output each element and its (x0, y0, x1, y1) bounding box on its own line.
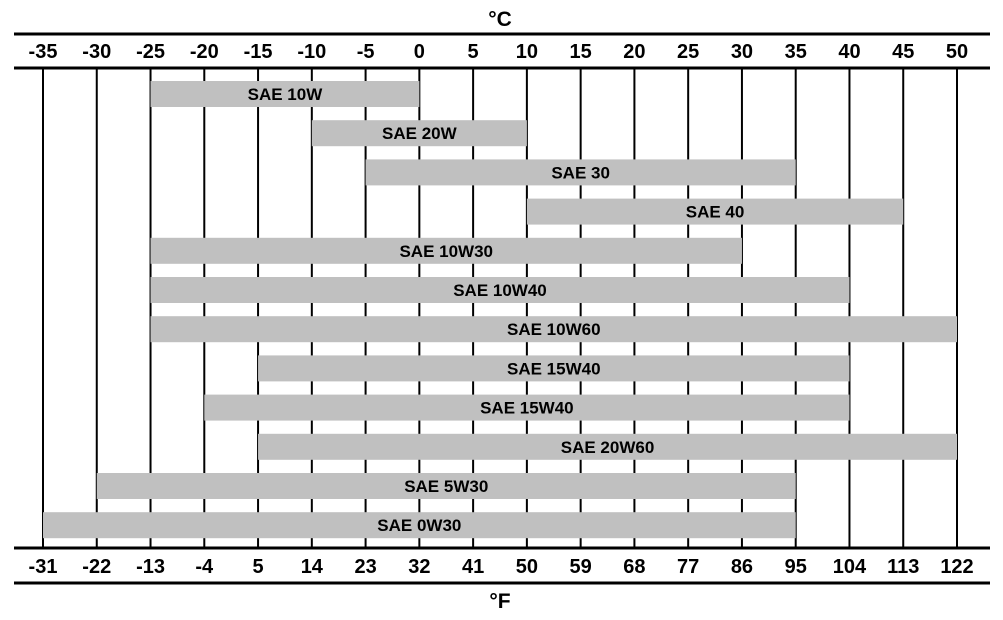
fahrenheit-tick-label: 23 (354, 556, 376, 578)
celsius-tick-label: 40 (838, 41, 860, 63)
celsius-tick-label: -20 (190, 41, 219, 63)
celsius-tick-label: 20 (623, 41, 645, 63)
celsius-axis-label: °C (488, 8, 512, 31)
fahrenheit-tick-label: 5 (252, 556, 263, 578)
fahrenheit-tick-label: 86 (731, 556, 753, 578)
celsius-tick-label: -35 (29, 41, 58, 63)
celsius-tick-label: 30 (731, 41, 753, 63)
celsius-tick-label: -5 (357, 41, 375, 63)
celsius-tick-label: 15 (570, 41, 592, 63)
celsius-tick-label: -10 (297, 41, 326, 63)
bar-label: SAE 20W (382, 124, 458, 143)
bar-label: SAE 10W60 (507, 320, 601, 339)
range-bar (204, 394, 850, 421)
fahrenheit-tick-label: 59 (570, 556, 592, 578)
bar-label: SAE 30 (551, 163, 610, 182)
celsius-tick-label: 10 (516, 41, 538, 63)
fahrenheit-tick-label: -31 (29, 556, 58, 578)
range-bar (150, 81, 420, 107)
celsius-tick-label: 25 (677, 41, 699, 63)
range-bar (258, 433, 957, 460)
range-bar (150, 277, 850, 303)
celsius-tick-label: 45 (892, 41, 914, 63)
bar-label: SAE 10W (248, 85, 324, 104)
bar-label: SAE 10W30 (399, 242, 493, 261)
fahrenheit-tick-label: -13 (136, 556, 165, 578)
celsius-tick-label: -25 (136, 41, 165, 63)
bars: SAE 10W SAE 20W SAE 30 SAE 40 SAE 10W30 SAE 1… (43, 81, 957, 539)
fahrenheit-tick-label: 113 (887, 556, 919, 578)
bar-label: SAE 20W60 (561, 438, 655, 457)
fahrenheit-tick-label: 77 (677, 556, 699, 578)
bar-label: SAE 15W40 (480, 399, 574, 418)
fahrenheit-tick-label: 68 (623, 556, 645, 578)
fahrenheit-tick-label: 104 (833, 556, 867, 578)
fahrenheit-tick-label: 14 (301, 556, 324, 578)
fahrenheit-tick-label: 122 (940, 556, 973, 578)
celsius-tick-label: 35 (785, 41, 807, 63)
bar-label: SAE 5W30 (404, 477, 488, 496)
bar-label: SAE 40 (686, 203, 745, 222)
fahrenheit-tick-label: 32 (408, 556, 430, 578)
fahrenheit-tick-label: -22 (82, 556, 111, 578)
range-bar (150, 316, 957, 343)
celsius-tick-label: 50 (946, 41, 968, 63)
celsius-tick-label: -15 (244, 41, 273, 63)
range-bar (43, 512, 796, 539)
tick-labels: -35 -31 -30 -22 -25 -13 -20 -4 -15 5 -10 14 -5 23 0 32 5… (29, 41, 974, 578)
fahrenheit-tick-label: -4 (195, 556, 214, 578)
grid-lines (42, 68, 958, 548)
fahrenheit-tick-label: 50 (516, 556, 538, 578)
bar-label: SAE 0W30 (377, 516, 461, 535)
fahrenheit-tick-label: 95 (785, 556, 807, 578)
fahrenheit-tick-label: 41 (462, 556, 484, 578)
celsius-tick-label: 0 (414, 41, 425, 63)
bar-label: SAE 10W40 (453, 281, 547, 300)
range-bar (258, 355, 850, 382)
range-bar (96, 473, 796, 499)
celsius-tick-label: 5 (468, 41, 479, 63)
fahrenheit-axis-label: °F (489, 590, 510, 613)
range-bar (526, 198, 904, 225)
range-bar (365, 159, 796, 186)
range-bar (150, 237, 742, 264)
celsius-tick-label: -30 (82, 41, 111, 63)
bar-label: SAE 15W40 (507, 359, 601, 378)
range-bar (311, 120, 527, 147)
